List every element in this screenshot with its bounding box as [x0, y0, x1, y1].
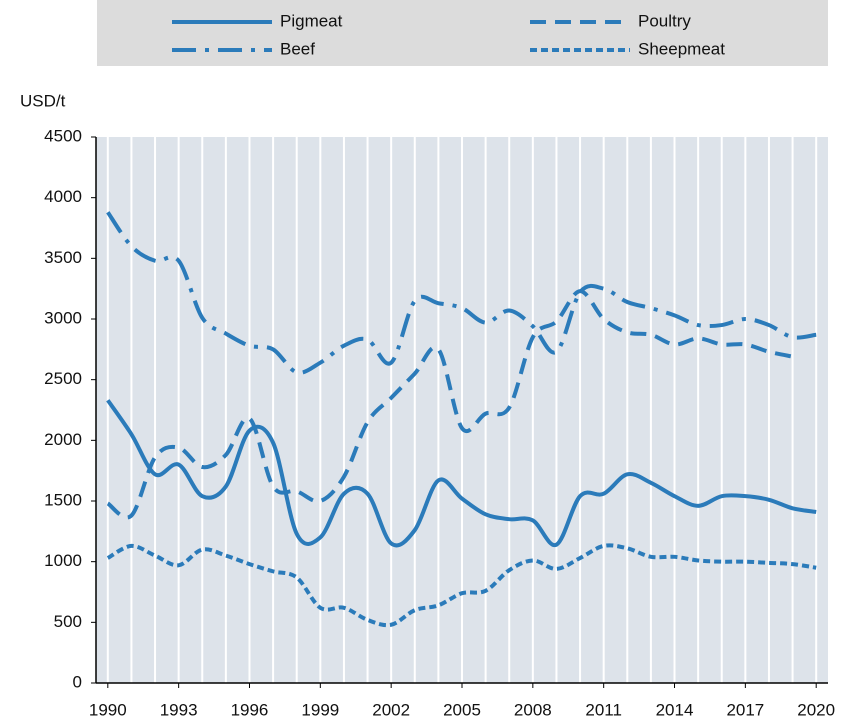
- x-tick-label: 2020: [797, 700, 835, 719]
- x-tick-label: 2008: [514, 700, 552, 719]
- y-tick-label: 0: [73, 672, 82, 691]
- legend-label: Sheepmeat: [638, 39, 725, 58]
- y-tick-label: 1500: [44, 490, 82, 509]
- x-tick-label: 1996: [231, 700, 269, 719]
- y-tick-label: 2000: [44, 430, 82, 449]
- legend-box: [97, 0, 828, 66]
- y-tick-label: 4000: [44, 187, 82, 206]
- x-tick-label: 2002: [372, 700, 410, 719]
- y-tick-label: 2500: [44, 369, 82, 388]
- series-line: [106, 211, 817, 375]
- x-tick-label: 1990: [89, 700, 127, 719]
- y-tick-label: 3000: [44, 308, 82, 327]
- legend-label: Pigmeat: [280, 11, 343, 30]
- series-line: [106, 399, 817, 548]
- series-line: [106, 289, 793, 520]
- y-tick-label: 1000: [44, 551, 82, 570]
- x-tick-label: 1999: [301, 700, 339, 719]
- legend-label: Poultry: [638, 11, 691, 30]
- y-tick-label: 4500: [44, 126, 82, 145]
- legend-label: Beef: [280, 39, 315, 58]
- x-tick-label: 2005: [443, 700, 481, 719]
- y-tick-label: 500: [54, 612, 82, 631]
- x-tick-label: 2017: [726, 700, 764, 719]
- x-tick-label: 2011: [585, 700, 622, 719]
- x-tick-label: 1993: [160, 700, 198, 719]
- y-axis-label: USD/t: [20, 91, 66, 110]
- x-tick-label: 2014: [656, 700, 694, 719]
- series-line: [106, 543, 817, 628]
- y-tick-label: 3500: [44, 248, 82, 267]
